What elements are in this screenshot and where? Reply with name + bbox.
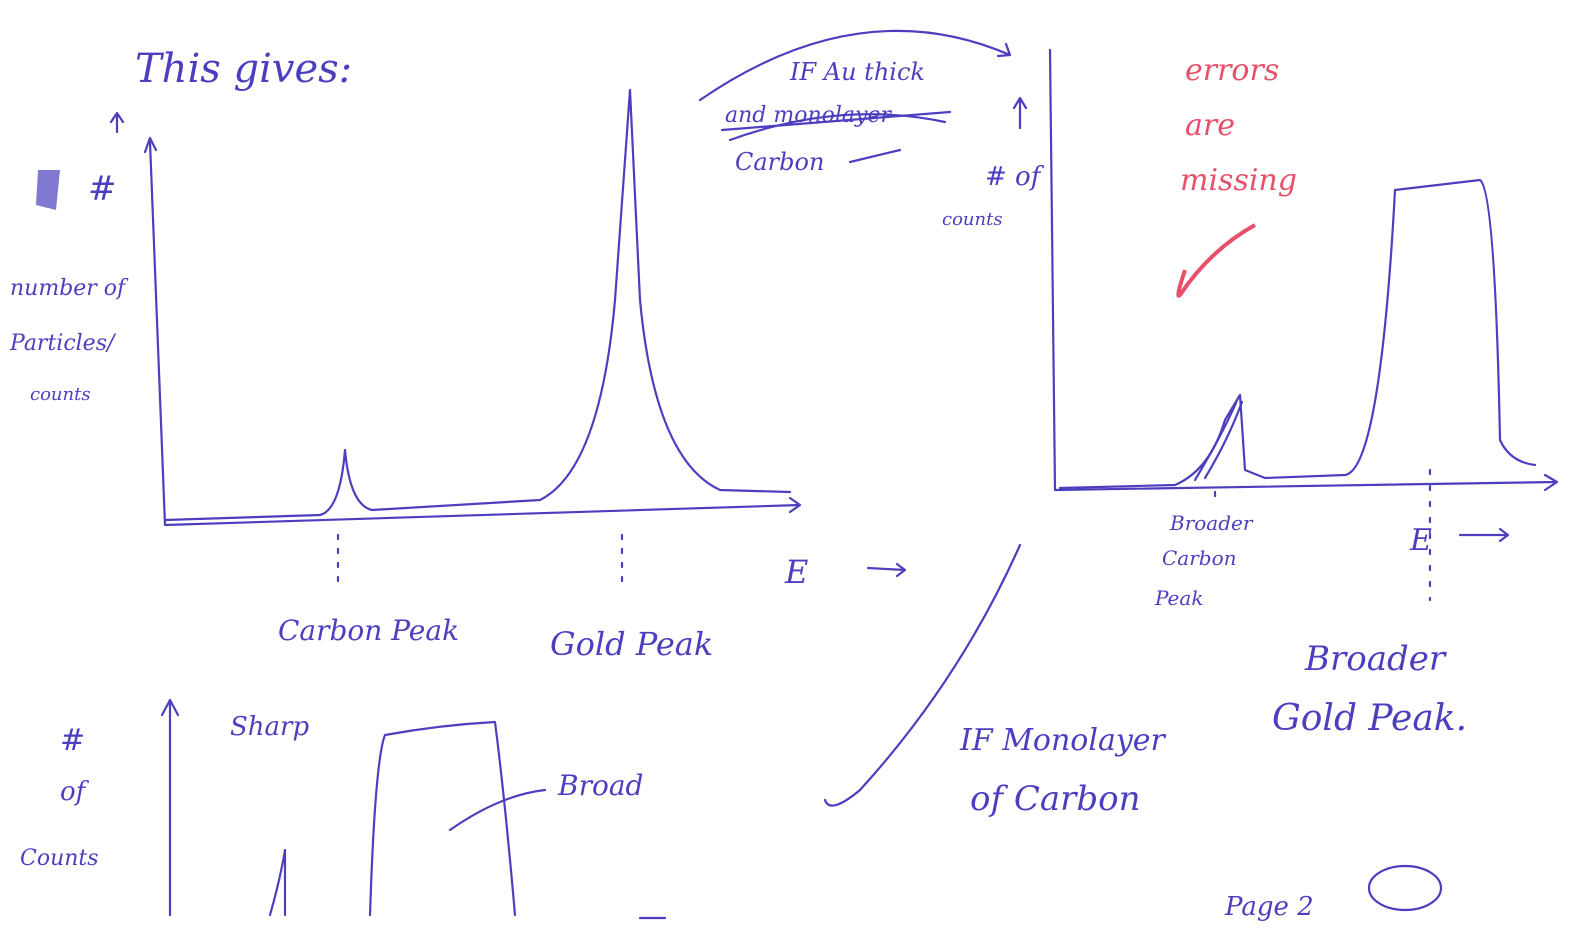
y-label: of — [60, 777, 90, 807]
mark-label: Broad — [557, 769, 643, 802]
y-label: # of — [985, 162, 1045, 192]
paper — [0, 0, 1580, 932]
peak-label: Carbon Peak — [278, 614, 459, 647]
comment: errors — [1185, 53, 1279, 88]
y-label: counts — [942, 209, 1003, 230]
y-label: number of — [10, 276, 129, 301]
gold-label: Gold Peak. — [1272, 698, 1467, 739]
y-label: Particles/ — [9, 331, 117, 356]
page-number: Page 2 — [1224, 892, 1314, 922]
y-label: counts — [30, 384, 91, 405]
case-label: of Carbon — [970, 779, 1141, 819]
comment: missing — [1180, 163, 1297, 198]
peak-label: Peak — [1154, 586, 1203, 610]
title: This gives: — [135, 46, 352, 92]
note: Carbon — [735, 148, 824, 176]
peak-label: Gold Peak — [550, 625, 713, 663]
note: IF Au thick — [789, 58, 925, 86]
y-label: Counts — [20, 846, 99, 871]
mark-label: Sharp — [230, 712, 309, 742]
comment: are — [1185, 108, 1235, 143]
y-label: # — [88, 169, 117, 209]
peak-label: Carbon — [1162, 546, 1237, 570]
gold-label: Broader — [1304, 639, 1447, 679]
peak-label: Broader — [1169, 511, 1254, 535]
case-label: IF Monolayer — [959, 723, 1167, 758]
x-label: E — [784, 553, 808, 591]
y-label: # — [60, 723, 85, 758]
sketch-page: This gives: # number of Particles/ count… — [0, 0, 1580, 932]
scribble — [36, 170, 60, 210]
x-label: E — [1409, 523, 1432, 558]
